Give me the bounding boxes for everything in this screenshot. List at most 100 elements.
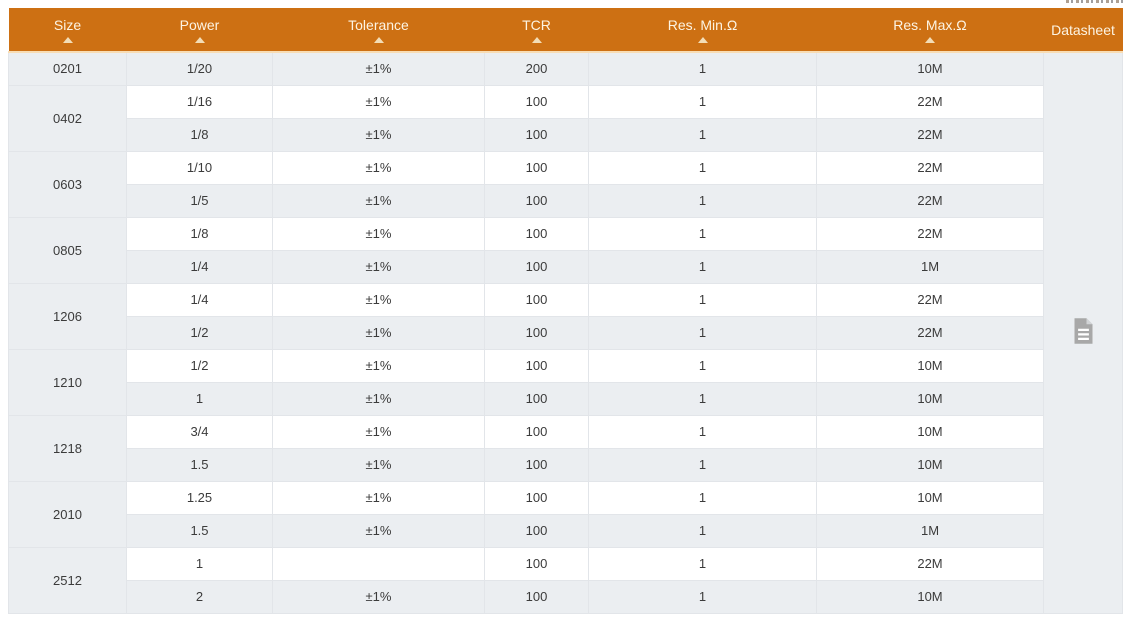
column-label: Datasheet	[1051, 21, 1115, 38]
tolerance-cell: ±1%	[272, 282, 485, 317]
res-min-cell: 1	[588, 381, 817, 416]
table-row: 2512 1 100 1 22M	[8, 546, 1123, 614]
res-max-cell: 10M	[816, 381, 1044, 416]
power-cell: 3/4	[126, 414, 273, 449]
table-row: 1206 1/4 ±1% 100 1 22M	[8, 282, 1123, 350]
resistor-spec-table: Size Power Tolerance TCR Res. Min.Ω	[8, 8, 1123, 614]
res-min-cell: 1	[588, 183, 817, 218]
tcr-cell: 100	[484, 447, 589, 482]
column-header-power[interactable]: Power	[126, 8, 273, 53]
res-min-cell: 1	[588, 414, 817, 449]
tolerance-cell: ±1%	[272, 150, 485, 185]
tcr-cell: 100	[484, 480, 589, 515]
res-min-cell: 1	[588, 117, 817, 152]
power-cell: 1/4	[126, 282, 273, 317]
table-row: 2010 1.25 ±1% 100 1 10M	[8, 480, 1123, 548]
table-body: 0201 1/20 ±1% 200 1 10M 0402 1/16 ±1% 100 1 22M 1/8 ±…	[8, 51, 1123, 614]
tolerance-cell: ±1%	[272, 348, 485, 383]
tolerance-cell: ±1%	[272, 513, 485, 548]
tolerance-cell: ±1%	[272, 84, 485, 119]
size-cell: 2512	[8, 546, 127, 614]
cropped-text-fragment	[1066, 0, 1124, 3]
res-max-cell: 22M	[816, 183, 1044, 218]
res-min-cell: 1	[588, 447, 817, 482]
power-cell: 1/4	[126, 249, 273, 284]
res-min-cell: 1	[588, 480, 817, 515]
power-cell: 1/20	[126, 51, 273, 86]
column-header-res-max[interactable]: Res. Max.Ω	[816, 8, 1044, 53]
tcr-cell: 100	[484, 150, 589, 185]
column-header-tolerance[interactable]: Tolerance	[272, 8, 485, 53]
res-min-cell: 1	[588, 513, 817, 548]
tcr-cell: 100	[484, 216, 589, 251]
sort-ascending-icon[interactable]	[62, 36, 73, 43]
tolerance-cell: ±1%	[272, 480, 485, 515]
res-min-cell: 1	[588, 348, 817, 383]
table-row: 1 ±1% 100 1 10M	[9, 381, 1123, 416]
size-cell: 1218	[8, 414, 127, 482]
size-cell: 1206	[8, 282, 127, 350]
table-row: 1218 3/4 ±1% 100 1 10M	[8, 414, 1123, 482]
sort-ascending-icon[interactable]	[925, 36, 935, 43]
column-label: Power	[179, 16, 220, 33]
power-cell: 1	[126, 381, 273, 416]
table-row: 0201 1/20 ±1% 200 1 10M	[8, 51, 1123, 614]
res-max-cell: 10M	[816, 414, 1044, 449]
column-header-datasheet: Datasheet	[1043, 8, 1123, 53]
tcr-cell: 200	[484, 51, 589, 86]
res-max-cell: 22M	[816, 117, 1044, 152]
tolerance-cell: ±1%	[272, 315, 485, 350]
sort-ascending-icon[interactable]	[531, 36, 542, 43]
tolerance-cell: ±1%	[272, 414, 485, 449]
tcr-cell: 100	[484, 348, 589, 383]
table-row: 0402 1/16 ±1% 100 1 22M	[8, 84, 1123, 152]
res-min-cell: 1	[588, 51, 817, 86]
tolerance-cell: ±1%	[272, 216, 485, 251]
sort-ascending-icon[interactable]	[194, 36, 205, 43]
size-cell: 1210	[8, 348, 127, 416]
table-row: 1/2 ±1% 100 1 22M	[9, 315, 1123, 350]
sort-ascending-icon[interactable]	[373, 36, 384, 43]
power-cell: 2	[126, 579, 273, 614]
res-max-cell: 22M	[816, 150, 1044, 185]
table-row: 0603 1/10 ±1% 100 1 22M	[8, 150, 1123, 218]
table-row: 1/5 ±1% 100 1 22M	[9, 183, 1123, 218]
tcr-cell: 100	[484, 579, 589, 614]
column-header-tcr[interactable]: TCR	[484, 8, 589, 53]
res-min-cell: 1	[588, 546, 817, 581]
column-label: Size	[53, 16, 82, 33]
column-label: Res. Max.Ω	[893, 16, 967, 33]
res-max-cell: 10M	[816, 348, 1044, 383]
res-max-cell: 10M	[816, 51, 1044, 86]
res-max-cell: 22M	[816, 216, 1044, 251]
table-row: 1210 1/2 ±1% 100 1 10M	[8, 348, 1123, 416]
tcr-cell: 100	[484, 84, 589, 119]
res-min-cell: 1	[588, 84, 817, 119]
power-cell: 1/10	[126, 150, 273, 185]
power-cell: 1	[126, 546, 273, 581]
table-row: 1/8 ±1% 100 1 22M	[9, 117, 1123, 152]
column-header-res-min[interactable]: Res. Min.Ω	[588, 8, 817, 53]
tcr-cell: 100	[484, 546, 589, 581]
size-cell: 0805	[8, 216, 127, 284]
res-min-cell: 1	[588, 216, 817, 251]
size-cell: 0603	[8, 150, 127, 218]
column-header-size[interactable]: Size	[8, 8, 127, 53]
table-row: 1.5 ±1% 100 1 10M	[9, 447, 1123, 482]
tolerance-cell: ±1%	[272, 249, 485, 284]
power-cell: 1/2	[126, 315, 273, 350]
size-cell: 2010	[8, 480, 127, 548]
table-row: 2 ±1% 100 1 10M	[9, 579, 1123, 614]
res-min-cell: 1	[588, 579, 817, 614]
document-icon[interactable]	[1073, 318, 1094, 344]
res-max-cell: 10M	[816, 579, 1044, 614]
sort-ascending-icon[interactable]	[697, 36, 708, 43]
tolerance-cell: ±1%	[272, 117, 485, 152]
res-max-cell: 1M	[816, 249, 1044, 284]
res-max-cell: 22M	[816, 282, 1044, 317]
res-max-cell: 1M	[816, 513, 1044, 548]
res-max-cell: 22M	[816, 315, 1044, 350]
power-cell: 1/8	[126, 117, 273, 152]
tolerance-cell	[272, 546, 485, 581]
column-label: Tolerance	[348, 16, 409, 33]
